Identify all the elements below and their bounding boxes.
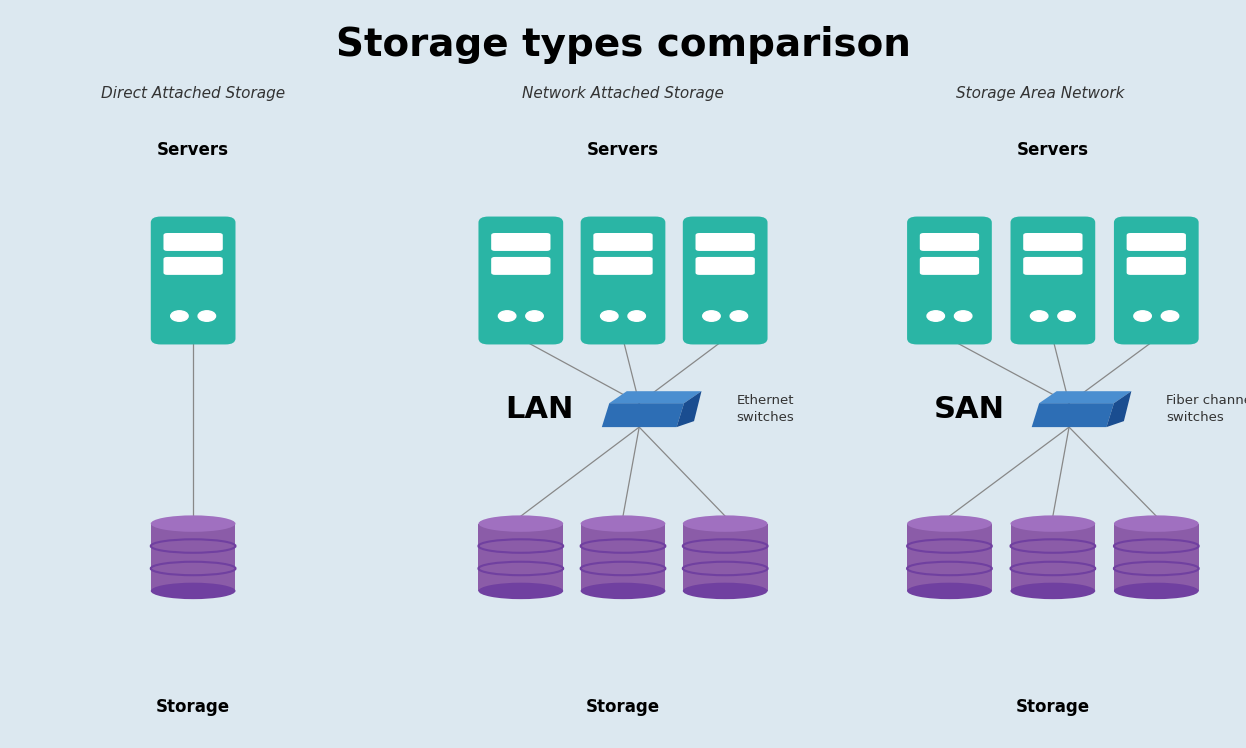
Ellipse shape (907, 515, 992, 532)
Circle shape (730, 311, 748, 322)
Text: Direct Attached Storage: Direct Attached Storage (101, 86, 285, 101)
FancyBboxPatch shape (1011, 524, 1095, 591)
Text: Ethernet
switches: Ethernet switches (736, 394, 794, 424)
Ellipse shape (581, 583, 665, 599)
FancyBboxPatch shape (1011, 217, 1095, 344)
Text: Storage: Storage (1015, 698, 1090, 716)
Ellipse shape (151, 583, 235, 599)
Ellipse shape (1114, 515, 1199, 532)
Circle shape (703, 311, 720, 322)
FancyBboxPatch shape (491, 257, 551, 275)
Text: Storage: Storage (586, 698, 660, 716)
Polygon shape (1032, 403, 1114, 427)
FancyBboxPatch shape (683, 524, 768, 591)
Text: Fiber channel
switches: Fiber channel switches (1166, 394, 1246, 424)
Text: Storage types comparison: Storage types comparison (335, 26, 911, 64)
Circle shape (1030, 311, 1048, 322)
Circle shape (198, 311, 216, 322)
Circle shape (1161, 311, 1179, 322)
Circle shape (601, 311, 618, 322)
FancyBboxPatch shape (593, 257, 653, 275)
Text: Network Attached Storage: Network Attached Storage (522, 86, 724, 101)
FancyBboxPatch shape (491, 233, 551, 251)
Ellipse shape (478, 583, 563, 599)
Ellipse shape (1011, 583, 1095, 599)
Circle shape (1058, 311, 1075, 322)
Polygon shape (609, 391, 701, 403)
Circle shape (927, 311, 944, 322)
FancyBboxPatch shape (1023, 257, 1083, 275)
FancyBboxPatch shape (151, 217, 235, 344)
FancyBboxPatch shape (907, 524, 992, 591)
Circle shape (171, 311, 188, 322)
FancyBboxPatch shape (1114, 217, 1199, 344)
FancyBboxPatch shape (1126, 233, 1186, 251)
Text: Servers: Servers (587, 141, 659, 159)
Ellipse shape (478, 515, 563, 532)
FancyBboxPatch shape (920, 257, 979, 275)
Ellipse shape (907, 583, 992, 599)
FancyBboxPatch shape (695, 257, 755, 275)
FancyBboxPatch shape (163, 233, 223, 251)
Ellipse shape (581, 515, 665, 532)
Text: Servers: Servers (1017, 141, 1089, 159)
Circle shape (628, 311, 645, 322)
Ellipse shape (683, 515, 768, 532)
Ellipse shape (1011, 515, 1095, 532)
FancyBboxPatch shape (581, 524, 665, 591)
Polygon shape (1106, 391, 1131, 427)
FancyBboxPatch shape (920, 233, 979, 251)
Polygon shape (1039, 391, 1131, 403)
Polygon shape (602, 403, 684, 427)
Circle shape (1134, 311, 1151, 322)
FancyBboxPatch shape (695, 233, 755, 251)
Text: SAN: SAN (934, 395, 1004, 423)
Ellipse shape (151, 515, 235, 532)
FancyBboxPatch shape (163, 257, 223, 275)
Text: Storage: Storage (156, 698, 231, 716)
FancyBboxPatch shape (1126, 257, 1186, 275)
FancyBboxPatch shape (593, 233, 653, 251)
Text: Servers: Servers (157, 141, 229, 159)
Text: LAN: LAN (506, 395, 573, 423)
Text: Storage Area Network: Storage Area Network (956, 86, 1125, 101)
Ellipse shape (1114, 583, 1199, 599)
FancyBboxPatch shape (1023, 233, 1083, 251)
Circle shape (954, 311, 972, 322)
FancyBboxPatch shape (907, 217, 992, 344)
FancyBboxPatch shape (1114, 524, 1199, 591)
FancyBboxPatch shape (478, 524, 563, 591)
FancyBboxPatch shape (478, 217, 563, 344)
Circle shape (526, 311, 543, 322)
FancyBboxPatch shape (151, 524, 235, 591)
FancyBboxPatch shape (581, 217, 665, 344)
FancyBboxPatch shape (683, 217, 768, 344)
Ellipse shape (683, 583, 768, 599)
Circle shape (498, 311, 516, 322)
Polygon shape (677, 391, 701, 427)
